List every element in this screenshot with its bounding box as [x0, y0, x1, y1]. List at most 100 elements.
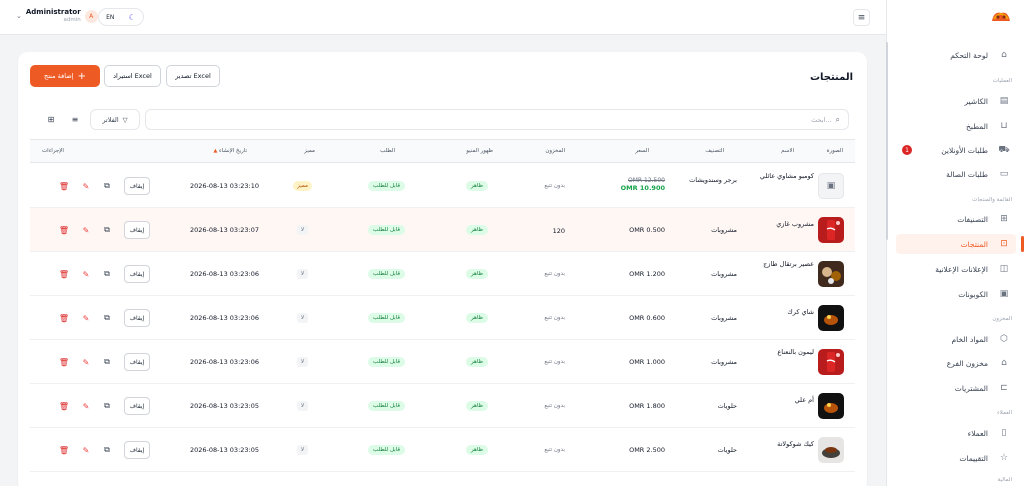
sidebar-item-branch-stock[interactable]: ⌂ مخزون الفرع: [896, 353, 1016, 373]
col-category[interactable]: التصنيف: [705, 148, 724, 154]
language-toggle[interactable]: EN: [106, 13, 115, 21]
product-name[interactable]: ليمون بالنعناع: [777, 348, 814, 356]
price-cell: OMR 1.200: [629, 270, 665, 278]
sidebar-item-ads[interactable]: ◫ الإعلانات الإعلانية: [896, 259, 1016, 279]
brand-logo[interactable]: [990, 7, 1012, 27]
col-created[interactable]: ▲ تاريخ الإنشاء: [213, 148, 248, 154]
grid-icon: ⊞: [1000, 214, 1008, 224]
product-image: [818, 261, 844, 287]
stop-button[interactable]: إيقاف: [124, 441, 150, 459]
table-row[interactable]: كيك شوكولاتة حلويات OMR 2.500 بدون تتبع ظاهر…: [30, 428, 855, 472]
copy-icon[interactable]: ⧉: [104, 445, 110, 454]
copy-icon[interactable]: ⧉: [104, 357, 110, 366]
sidebar-item-dashboard[interactable]: ⌂ لوحة التحكم: [896, 45, 1016, 65]
grid-view-button[interactable]: ⊞: [44, 112, 58, 126]
stock-cell: بدون تتبع: [544, 315, 565, 321]
category-cell: حلويات: [717, 402, 737, 410]
product-image: [818, 217, 844, 243]
import-excel-button[interactable]: استيراد Excel: [104, 65, 161, 87]
sidebar-item-label: الإعلانات الإعلانية: [935, 264, 988, 274]
sidebar-item-coupons[interactable]: ▣ الكوبونات: [896, 284, 1016, 304]
sidebar-item-products[interactable]: ⊡ المنتجات: [896, 234, 1024, 254]
product-name[interactable]: مشروب غازي: [776, 220, 814, 228]
menu-visibility-badge: ظاهر: [466, 181, 488, 191]
filters-button[interactable]: الفلاتر ▽: [90, 109, 140, 130]
category-cell: مشروبات: [711, 358, 737, 366]
table-row[interactable]: ▣ كومبو مشاوي عائلي برجر وسندويشات OMR 12.5…: [30, 164, 855, 208]
table-row[interactable]: أم علي حلويات OMR 1.800 بدون تتبع ظاهر قابل ل…: [30, 384, 855, 428]
col-name[interactable]: الاسم: [781, 148, 794, 154]
trash-icon[interactable]: 🗑: [58, 401, 70, 411]
sidebar-item-label: التصنيفات: [957, 214, 988, 224]
edit-icon[interactable]: ✎: [82, 401, 90, 411]
sidebar-item-reviews[interactable]: ☆ التقييمات: [896, 448, 1016, 468]
stop-button[interactable]: إيقاف: [124, 397, 150, 415]
page-title: المنتجات: [809, 72, 853, 83]
language-theme-toggle[interactable]: EN ☾: [98, 8, 144, 26]
trash-icon[interactable]: 🗑: [58, 313, 70, 323]
menu-visibility-badge: ظاهر: [466, 445, 488, 455]
edit-icon[interactable]: ✎: [82, 181, 90, 191]
product-image: [818, 305, 844, 331]
trash-icon[interactable]: 🗑: [58, 357, 70, 367]
copy-icon[interactable]: ⧉: [104, 181, 110, 190]
edit-icon[interactable]: ✎: [82, 357, 90, 367]
warehouse-icon: ⌂: [1001, 358, 1007, 368]
stop-button[interactable]: إيقاف: [124, 221, 150, 239]
user-menu[interactable]: ⌄ Administrator admin A: [16, 8, 98, 24]
created-date: 2026-08-13 03:23:06: [189, 314, 259, 322]
avatar: A: [84, 9, 98, 23]
trash-icon[interactable]: 🗑: [58, 445, 70, 455]
trash-icon[interactable]: 🗑: [58, 181, 70, 191]
sidebar-item-purchases[interactable]: ⊏ المشتريات: [896, 378, 1016, 398]
stock-cell: بدون تتبع: [544, 271, 565, 277]
moon-icon[interactable]: ☾: [128, 12, 136, 22]
product-name[interactable]: كومبو مشاوي عائلي: [759, 172, 814, 180]
table-header: الصورة الاسم التصنيف السعر المخزون ظهور …: [30, 139, 855, 163]
stock-cell: بدون تتبع: [544, 359, 565, 365]
table-row[interactable]: شاي كرك مشروبات OMR 0.600 بدون تتبع ظاهر قابل…: [30, 296, 855, 340]
search-input[interactable]: ⌕ ابحث...: [145, 109, 849, 130]
copy-icon[interactable]: ⧉: [104, 401, 110, 410]
stop-button[interactable]: إيقاف: [124, 177, 150, 195]
list-view-button[interactable]: ≡: [68, 112, 82, 126]
sidebar-item-categories[interactable]: ⊞ التصنيفات: [896, 209, 1016, 229]
edit-icon[interactable]: ✎: [82, 445, 90, 455]
sidebar-item-online-orders[interactable]: ⛟ طلبات الأونلاين 1: [896, 140, 1016, 160]
edit-icon[interactable]: ✎: [82, 269, 90, 279]
product-name[interactable]: عصير برتقال طازج: [763, 260, 814, 268]
stop-button[interactable]: إيقاف: [124, 265, 150, 283]
star-icon: ☆: [999, 453, 1009, 463]
col-menu-visibility[interactable]: ظهور المنيو: [466, 148, 493, 154]
add-product-button[interactable]: إضافة منتج +: [30, 65, 100, 87]
sidebar-section-label: القائمة والمنتجات: [972, 197, 1012, 203]
sidebar-item-cashier[interactable]: ▤ الكاشير: [896, 91, 1016, 111]
col-price[interactable]: السعر: [635, 148, 649, 154]
trash-icon[interactable]: 🗑: [58, 269, 70, 279]
product-name[interactable]: شاي كرك: [787, 308, 814, 316]
sidebar-item-customers[interactable]: ▯ العملاء: [896, 423, 1016, 443]
sidebar-item-raw-materials[interactable]: ⬡ المواد الخام: [896, 329, 1016, 349]
col-featured[interactable]: مميز: [304, 148, 315, 154]
product-name[interactable]: أم علي: [794, 396, 814, 404]
trash-icon[interactable]: 🗑: [58, 225, 70, 235]
sidebar-item-kitchen[interactable]: ⊔ المطبخ: [896, 116, 1016, 136]
table-row[interactable]: عصير برتقال طازج مشروبات OMR 1.200 بدون تتب…: [30, 252, 855, 296]
copy-icon[interactable]: ⧉: [104, 313, 110, 322]
export-excel-button[interactable]: تصدير Excel: [166, 65, 220, 87]
sidebar-item-label: التقييمات: [959, 453, 988, 463]
edit-icon[interactable]: ✎: [82, 313, 90, 323]
stop-button[interactable]: إيقاف: [124, 353, 150, 371]
col-orderable[interactable]: الطلب: [380, 148, 395, 154]
menu-toggle-button[interactable]: ≡: [853, 9, 870, 26]
product-name[interactable]: كيك شوكولاتة: [777, 440, 814, 448]
scrollbar[interactable]: [886, 42, 888, 240]
sidebar-item-hall-orders[interactable]: ▭ طلبات الصالة: [896, 164, 1016, 184]
table-row[interactable]: ليمون بالنعناع مشروبات OMR 1.000 بدون تتبع ظ…: [30, 340, 855, 384]
copy-icon[interactable]: ⧉: [104, 269, 110, 278]
table-row[interactable]: مشروب غازي مشروبات OMR 0.500 120 ظاهر قابل لل…: [30, 208, 855, 252]
stop-button[interactable]: إيقاف: [124, 309, 150, 327]
col-stock[interactable]: المخزون: [545, 148, 565, 154]
copy-icon[interactable]: ⧉: [104, 225, 110, 234]
edit-icon[interactable]: ✎: [82, 225, 90, 235]
